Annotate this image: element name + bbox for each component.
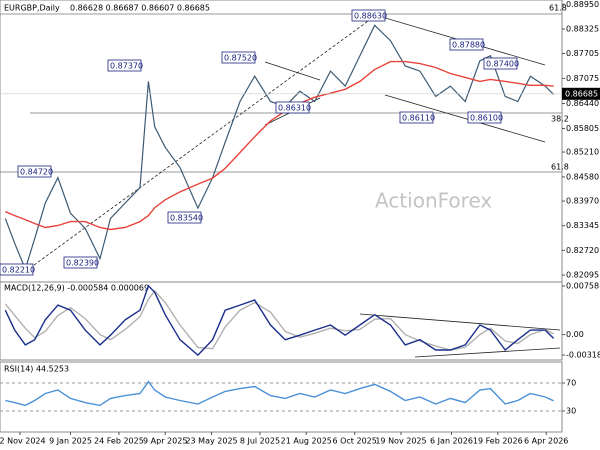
y-tick-label: 0.83345 (566, 221, 599, 230)
rsi-panel (0, 361, 563, 433)
annotation: 0.86110 (402, 114, 435, 123)
y-tick-label: 70 (566, 379, 576, 388)
series-line (5, 60, 554, 231)
annotation-box (63, 256, 98, 269)
y-tick-label: 0.87705 (566, 49, 599, 58)
x-tick-label: 19 Nov 2025 (375, 437, 426, 446)
annotation: 0.86100 (470, 114, 503, 123)
last-price-box (562, 87, 600, 100)
y-tick-label: 0.84580 (566, 172, 599, 181)
chart-subtitle: 0.86628 0.86687 0.86607 0.86685 (70, 4, 210, 13)
annotation-box (399, 111, 434, 124)
y-tick-label: 0.007581 (566, 281, 600, 290)
annotation: 0.88630 (354, 12, 387, 21)
series-line (4, 284, 555, 357)
fib-label: 61.8 (549, 4, 567, 13)
annotation-box (107, 59, 142, 72)
x-tick-label: 24 Feb 2025 (94, 437, 144, 446)
y-tick-label: 0.83970 (566, 197, 599, 206)
x-tick-label: 6 Oct 2025 (332, 437, 376, 446)
y-tick-label: 0.85805 (566, 124, 599, 133)
trendline (264, 61, 321, 81)
y-tick-label: 0.86440 (566, 99, 599, 108)
annotation: 0.87520 (224, 54, 257, 63)
annotation-box (17, 165, 52, 178)
annotation: 0.82210 (2, 266, 35, 275)
trendline (414, 347, 561, 358)
y-tick-label: 0.82095 (566, 271, 599, 280)
y-tick-label: 30 (566, 407, 576, 416)
annotation: 0.83540 (170, 214, 203, 223)
fib-label: 38.2 (551, 115, 569, 124)
y-tick-label: 0.88950 (566, 0, 599, 9)
y-tick-label: 0.82720 (566, 246, 599, 255)
x-tick-label: 23 May 2025 (185, 437, 237, 446)
x-tick-label: 8 Jul 2025 (240, 437, 280, 446)
x-tick-label: 9 Jan 2025 (49, 437, 92, 446)
x-tick-label: 6 Jan 2026 (430, 437, 473, 446)
y-tick-label: 0.00 (566, 330, 584, 339)
annotation-box (351, 9, 386, 22)
annotation: 0.87370 (110, 62, 143, 71)
annotation-box (167, 211, 202, 224)
annotation-box (0, 263, 34, 276)
annotation: 0.87880 (452, 41, 485, 50)
annotation-box (467, 111, 502, 124)
trendline (359, 313, 561, 331)
trendline (29, 15, 376, 269)
series-line (5, 380, 554, 407)
annotation-box (449, 38, 484, 51)
x-tick-label: 9 Apr 2025 (143, 437, 187, 446)
x-tick-label: 21 Aug 2025 (281, 437, 332, 446)
annotation: 0.86310 (278, 104, 311, 113)
macd-panel (0, 281, 563, 361)
x-tick-label: 19 Feb 2026 (473, 437, 523, 446)
series-line (4, 24, 555, 271)
y-tick-label: 0.88325 (566, 25, 599, 34)
x-tick-label: 6 Apr 2026 (524, 437, 568, 446)
annotation-box (275, 101, 310, 114)
chart-title: EURGBP,Daily (4, 4, 60, 13)
series-line (4, 289, 554, 351)
trendline (384, 94, 546, 143)
annotation: 0.87400 (486, 60, 519, 69)
rsi-title: RSI(14) 44.5253 (4, 365, 69, 374)
macd-title: MACD(12,26,9) -0.000584 0.000069 (4, 284, 149, 293)
annotation-box (483, 57, 518, 70)
fib-label: 61.8 (551, 163, 569, 172)
watermark: ActionForex (375, 189, 492, 213)
y-tick-label: 0.85210 (566, 148, 599, 157)
annotation: 0.82390 (66, 259, 99, 268)
x-tick-label: 22 Nov 2024 (0, 437, 46, 446)
annotation: 0.84720 (20, 168, 53, 177)
y-tick-label: 0.87075 (566, 74, 599, 83)
annotation-box (221, 51, 256, 64)
last-price-label: 0.86685 (565, 89, 598, 98)
